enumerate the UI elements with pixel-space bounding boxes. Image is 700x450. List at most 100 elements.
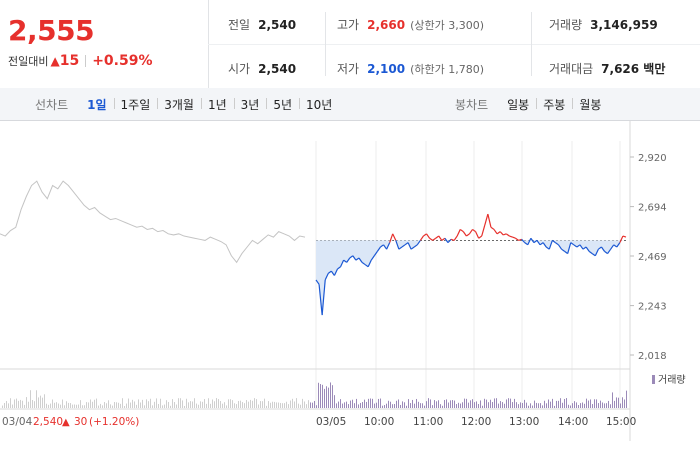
volume-bar [98,405,99,408]
tab-1d[interactable]: 1일 [87,97,107,112]
volume-bar [114,402,115,408]
today-series-segment [472,228,476,233]
stat-low: 저가 2,100 (하한가 1,780) [337,60,484,77]
volume-bar [300,404,301,408]
price-chart[interactable]: 2,920 2,694 2,469 2,243 2,018 거래량 03/05 10:00 11… [0,121,700,450]
volume-bar [316,405,317,408]
today-series-segment [505,233,510,237]
volume-bar [434,400,435,408]
volume-bar [344,402,345,408]
volume-bar [184,405,185,408]
volume-bar [84,405,85,408]
volume-bar [488,402,489,408]
tab-3m[interactable]: 3개월 [157,96,201,113]
volume-bar [348,404,349,408]
volume-bar [588,400,589,408]
volume-bar [264,398,265,408]
volume-bar [196,403,197,408]
volume-bar [612,392,613,408]
today-series-segment [555,242,559,246]
today-series-segment [579,244,584,250]
volume-bar [312,402,313,408]
volume-bar [218,399,219,408]
volume-bar [110,404,111,408]
volume-bar [162,405,163,408]
volume-bar [576,402,577,408]
volume-bar [284,403,285,408]
today-series-segment [588,250,593,255]
volume-bar [178,398,179,408]
tab-1y[interactable]: 1년 [200,96,234,113]
volume-bar [298,403,299,408]
today-series-segment [383,244,388,250]
volume-bar [468,402,469,408]
today-series-segment [490,226,495,230]
volume-bar [10,398,11,408]
volume-bar [34,401,35,408]
volume-bar [136,404,137,408]
tab-5y[interactable]: 5년 [266,96,299,113]
volume-bar [620,403,621,408]
volume-bar [122,398,123,408]
volume-bar [584,403,585,408]
volume-bar [238,400,239,408]
today-series-segment [604,250,608,255]
volume-bar [414,403,415,408]
volume-bar [172,399,173,408]
volume-bar [36,390,37,408]
volume-bar [598,403,599,408]
tab-3y[interactable]: 3년 [233,96,267,113]
volume-bar [104,402,105,408]
today-series-segment [509,235,513,238]
volume-bar [304,401,305,408]
volume-bar [44,394,45,408]
volume-bar [16,398,17,408]
volume-bar [214,401,215,408]
today-series-segment [447,238,452,244]
today-series-segment [361,261,366,266]
y-tick-label: 2,018 [638,351,667,362]
volume-bar [426,401,427,408]
today-series-segment [426,233,431,239]
volume-bar [268,401,269,408]
volume-bar [90,399,91,408]
volume-bar [106,403,107,408]
volume-bar [56,402,57,408]
volume-bar [562,402,563,408]
volume-bar [624,399,625,408]
volume-bar [76,404,77,408]
today-series-segment [416,240,421,246]
volume-bar [570,405,571,408]
tab-1w[interactable]: 1주일 [113,96,158,113]
today-series-segment [429,237,433,241]
volume-bar [506,399,507,408]
volume-bar [364,399,365,408]
volume-bar [382,405,383,408]
volume-bar [294,401,295,408]
tab-weekly[interactable]: 주봉 [536,96,572,113]
volume-bar [234,403,235,408]
today-series-segment [380,244,384,248]
tab-10y[interactable]: 10년 [299,96,339,113]
volume-bar [202,401,203,408]
volume-bar [282,403,283,408]
volume-bar [494,398,495,408]
today-series-segment [462,231,467,237]
today-series-segment [613,244,618,248]
today-series-segment [591,253,596,257]
volume-bar [50,403,51,408]
volume-bar [232,400,233,408]
tab-monthly[interactable]: 월봉 [572,96,608,113]
volume-bar [260,401,261,408]
volume-bar [574,401,575,408]
stat-open: 시가 2,540 [228,60,296,77]
today-series-segment [536,240,541,246]
volume-bar [156,398,157,408]
stat-label: 전일 [228,18,251,32]
volume-bar [54,402,55,408]
volume-bar [142,399,143,408]
volume-bar [522,402,523,408]
tab-daily[interactable]: 일봉 [507,97,530,112]
volume-bar [248,401,249,408]
today-series-segment [343,259,348,263]
